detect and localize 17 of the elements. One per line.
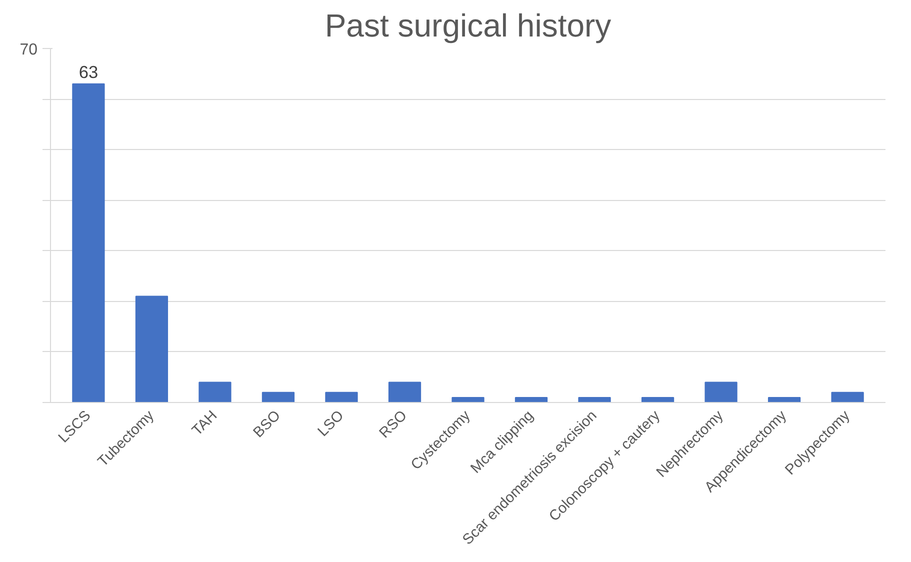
bar [831, 392, 864, 402]
bar [578, 396, 611, 402]
bar [262, 392, 295, 402]
data-label: 63 [78, 62, 98, 82]
bar [388, 382, 422, 402]
x-tick-label: TAH [189, 408, 221, 440]
bar [704, 382, 738, 402]
bar [198, 382, 232, 402]
bar [135, 296, 168, 402]
bar [452, 396, 484, 402]
chart-title: Past surgical history [324, 8, 612, 44]
bar [641, 396, 674, 402]
bar [514, 396, 548, 402]
y-tick-label: 70 [20, 42, 38, 58]
bar [325, 392, 358, 402]
bar [768, 396, 801, 402]
bar [72, 83, 105, 402]
